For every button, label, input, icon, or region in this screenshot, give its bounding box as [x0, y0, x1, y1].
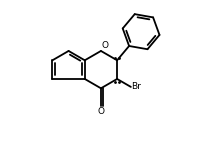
- Text: O: O: [102, 41, 109, 50]
- Text: Br: Br: [132, 82, 141, 91]
- Text: O: O: [98, 107, 104, 116]
